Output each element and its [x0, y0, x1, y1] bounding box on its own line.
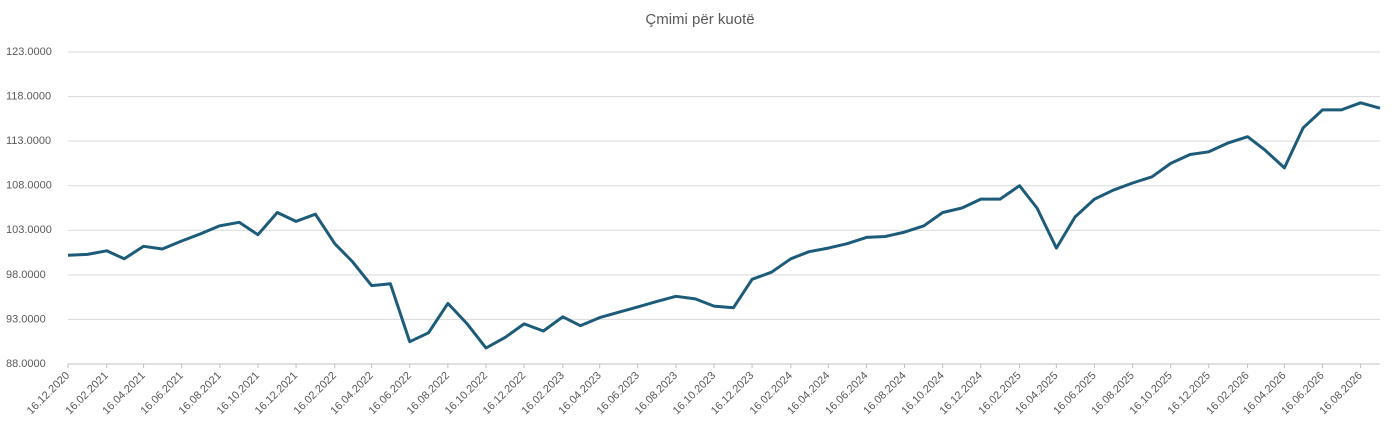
- y-tick-label: 108.0000: [6, 180, 52, 192]
- y-tick-label: 118.0000: [6, 90, 51, 102]
- y-tick-label: 98.0000: [6, 269, 46, 281]
- y-tick-label: 93.0000: [6, 313, 46, 325]
- y-tick-label: 103.0000: [6, 224, 52, 236]
- data-line: [67, 101, 1381, 350]
- chart-title: Çmimi për kuotë: [645, 11, 754, 28]
- y-tick-label: 123.0000: [6, 46, 52, 58]
- y-tick-label: 88.0000: [6, 358, 46, 370]
- y-tick-label: 113.0000: [6, 135, 51, 147]
